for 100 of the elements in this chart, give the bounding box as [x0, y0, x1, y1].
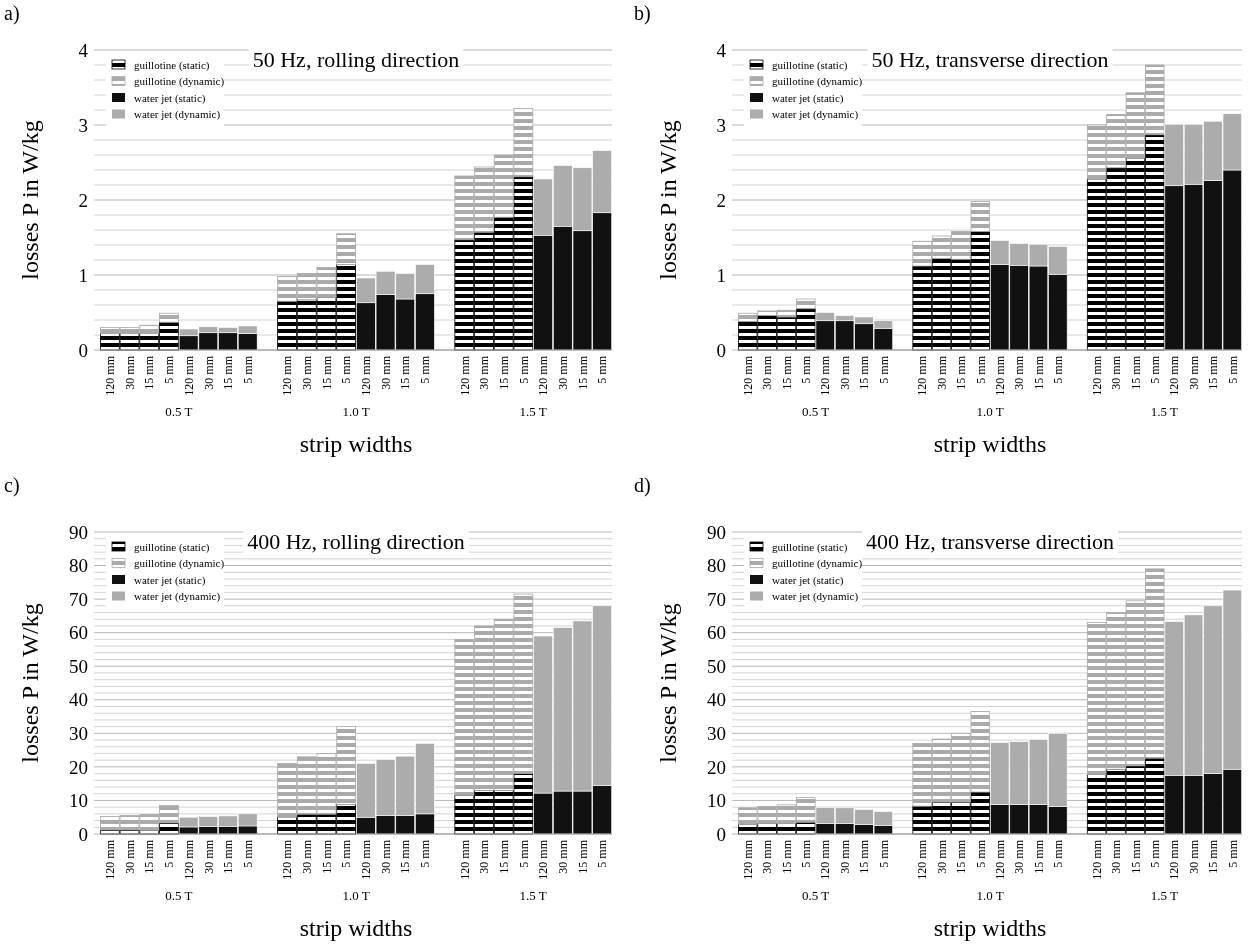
chart-subtitle: d) [634, 474, 651, 497]
legend-label: water jet (dynamic) [134, 590, 221, 604]
text: 1.0 T [342, 404, 370, 419]
x-tick-label: 120 mm [359, 355, 374, 396]
x-tick-label: 15 mm [319, 355, 334, 390]
legend-label: water jet (static) [134, 573, 206, 587]
x-tick-label: 15 mm [954, 839, 969, 874]
x-tick-label: 30 mm [1109, 839, 1124, 874]
x-axis-title: strip widths [933, 431, 1047, 457]
y-tick-label: 2 [716, 189, 726, 211]
y-tick-label: 3 [716, 114, 726, 136]
x-tick-label: 5 mm [240, 355, 255, 384]
legend-label: guillotine (static) [772, 58, 848, 72]
x-tick-label: 120 mm [915, 839, 930, 880]
x-tick-label: 15 mm [1128, 839, 1143, 874]
x-axis-title: strip widths [299, 915, 413, 941]
text: 0.5 T [165, 404, 193, 419]
x-tick-label: 120 mm [280, 355, 295, 396]
x-tick-label: 5 mm [1051, 839, 1066, 868]
x-tick-label: 120 mm [740, 355, 755, 396]
x-tick-label: 5 mm [339, 839, 354, 868]
y-tick-label: 0 [78, 823, 88, 845]
x-tick-label: 30 mm [122, 839, 137, 874]
y-tick-label: 50 [69, 655, 88, 677]
y-tick-label: 30 [707, 722, 726, 744]
x-tick-label: 120 mm [457, 355, 472, 396]
x-tick-label: 30 mm [122, 355, 137, 390]
chart-title: 50 Hz, rolling direction [252, 47, 460, 72]
x-tick-label: 15 mm [954, 355, 969, 390]
x-tick-label: 5 mm [1147, 355, 1162, 384]
legend-label: water jet (dynamic) [772, 590, 859, 604]
x-tick-label: 15 mm [221, 355, 236, 390]
legend-label: water jet (static) [772, 573, 844, 587]
chart-title: 400 Hz, transverse direction [865, 529, 1115, 554]
text: 0.5 T [801, 888, 830, 903]
x-tick-label: 120 mm [1089, 355, 1104, 396]
x-tick-label: 15 mm [142, 839, 157, 874]
x-tick-label: 120 mm [103, 355, 118, 396]
y-tick-label: 40 [69, 689, 88, 711]
x-tick-label: 5 mm [516, 839, 531, 868]
y-tick-label: 30 [69, 722, 88, 744]
y-tick-label: 10 [707, 790, 726, 812]
text: 1.0 T [976, 404, 1004, 419]
x-tick-label: 15 mm [575, 355, 590, 390]
x-tick-label: 30 mm [760, 839, 775, 874]
x-tick-label: 120 mm [915, 355, 930, 396]
y-axis-title: losses P in W/kg [17, 603, 43, 763]
y-tick-label: 90 [69, 521, 88, 543]
x-tick-label: 30 mm [299, 839, 314, 874]
x-tick-label: 15 mm [1128, 355, 1143, 390]
text: 1.0 T [976, 888, 1004, 903]
x-tick-label: 30 mm [1012, 839, 1027, 874]
legend-label: guillotine (dynamic) [134, 557, 225, 571]
y-tick-label: 3 [78, 114, 88, 136]
y-tick-label: 20 [69, 756, 88, 778]
y-tick-label: 70 [707, 588, 726, 610]
x-tick-label: 120 mm [992, 839, 1007, 880]
chart-subtitle: c) [4, 474, 20, 497]
y-tick-label: 60 [69, 622, 88, 644]
text: 0.5 T [801, 404, 830, 419]
x-tick-label: 30 mm [934, 355, 949, 390]
x-tick-label: 15 mm [496, 355, 511, 390]
text: 1.5 T [1150, 888, 1179, 903]
x-tick-label: 30 mm [837, 839, 852, 874]
x-tick-label: 120 mm [740, 839, 755, 880]
x-tick-label: 5 mm [973, 839, 988, 868]
x-tick-label: 120 mm [181, 355, 196, 396]
legend-label: guillotine (static) [134, 58, 210, 72]
x-tick-label: 30 mm [1012, 355, 1027, 390]
x-tick-label: 5 mm [1225, 839, 1240, 868]
x-tick-label: 30 mm [378, 355, 393, 390]
x-tick-label: 120 mm [992, 355, 1007, 396]
x-tick-label: 5 mm [162, 839, 177, 868]
y-axis-title: losses P in W/kg [17, 120, 43, 280]
x-tick-label: 5 mm [418, 839, 433, 868]
x-tick-label: 5 mm [1147, 839, 1162, 868]
text: 1.5 T [519, 404, 547, 419]
x-tick-label: 15 mm [398, 839, 413, 874]
x-tick-label: 5 mm [339, 355, 354, 384]
y-tick-label: 0 [78, 339, 88, 361]
x-tick-label: 15 mm [1031, 355, 1046, 390]
x-tick-label: 30 mm [299, 355, 314, 390]
legend-label: guillotine (dynamic) [772, 557, 863, 571]
text: 1.5 T [1150, 404, 1179, 419]
y-tick-label: 1 [78, 264, 88, 286]
chart-title: 400 Hz, rolling direction [247, 529, 465, 554]
x-tick-label: 5 mm [973, 355, 988, 384]
x-tick-label: 15 mm [496, 839, 511, 874]
x-tick-label: 30 mm [477, 355, 492, 390]
chart-subtitle: a) [4, 2, 20, 25]
x-tick-label: 5 mm [162, 355, 177, 384]
x-tick-label: 30 mm [555, 355, 570, 390]
x-tick-label: 5 mm [1051, 355, 1066, 384]
x-tick-label: 30 mm [934, 839, 949, 874]
x-tick-label: 5 mm [595, 839, 610, 868]
x-tick-label: 5 mm [799, 355, 814, 384]
y-tick-label: 4 [716, 39, 727, 61]
legend-label: water jet (dynamic) [772, 108, 859, 122]
text: 1.0 T [342, 888, 370, 903]
x-tick-label: 15 mm [779, 839, 794, 874]
